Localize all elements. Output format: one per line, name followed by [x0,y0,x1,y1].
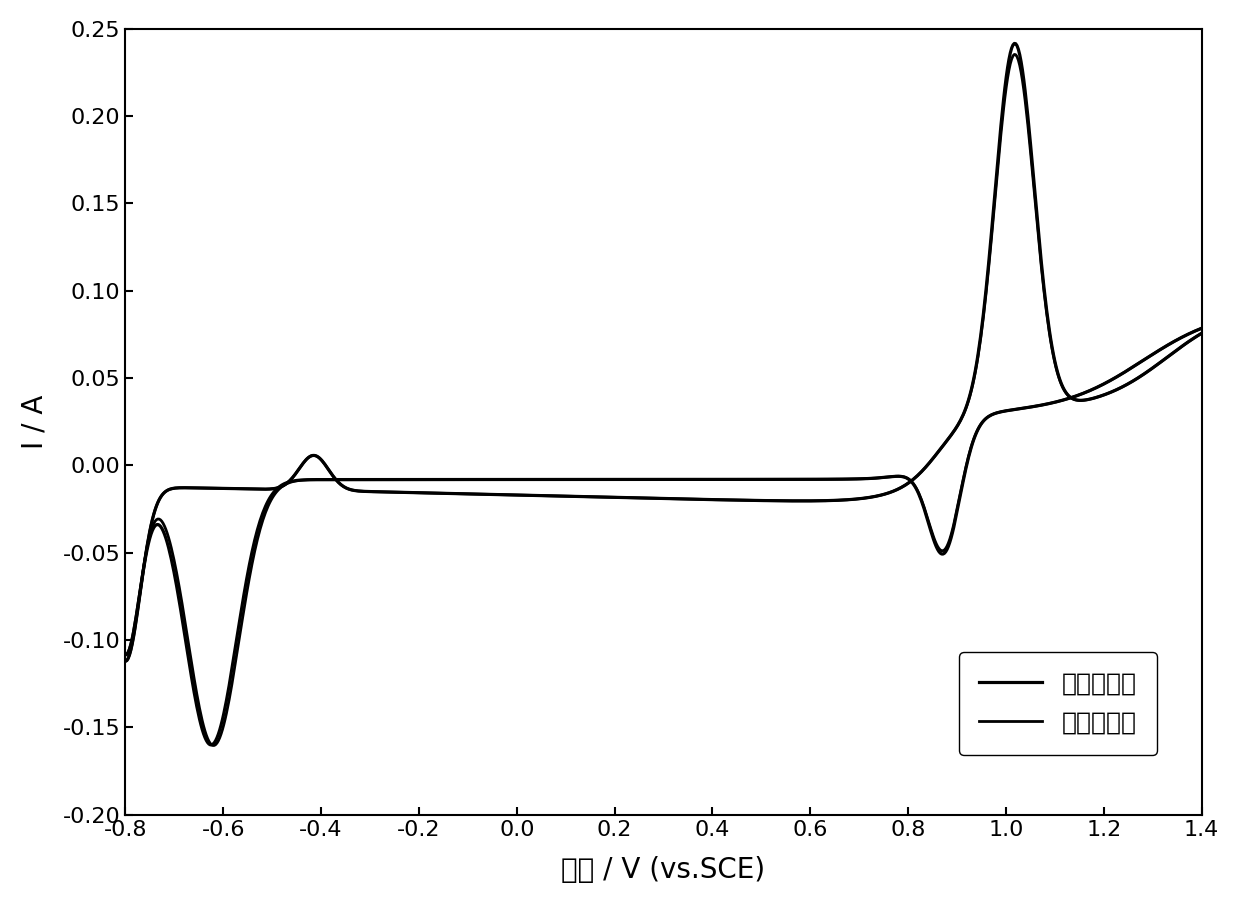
Legend: 原始电解液, 再生电解液: 原始电解液, 再生电解液 [960,652,1157,755]
X-axis label: 电位 / V (vs.SCE): 电位 / V (vs.SCE) [562,856,765,884]
Y-axis label: I / A: I / A [21,395,48,449]
